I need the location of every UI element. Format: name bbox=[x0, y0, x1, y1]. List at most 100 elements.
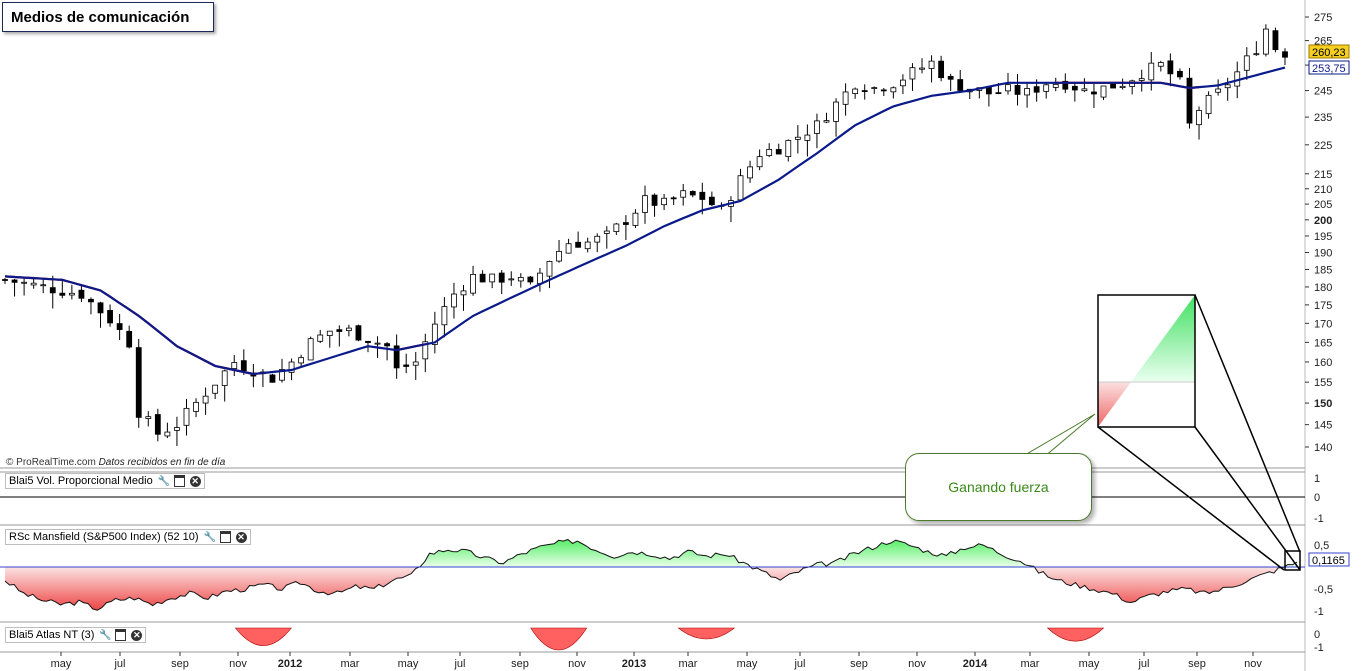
candle-body bbox=[355, 325, 362, 341]
time-tick-label: sep bbox=[850, 658, 868, 670]
panel-label-rsc[interactable]: RSc Mansfield (S&P500 Index) (52 10) 🔧 ✕ bbox=[5, 529, 251, 545]
candle-body bbox=[1272, 30, 1279, 51]
window-icon[interactable] bbox=[219, 531, 231, 543]
wrench-icon[interactable]: 🔧 bbox=[99, 629, 112, 641]
atlas-nt-area bbox=[234, 627, 1105, 651]
time-tick-label: jul bbox=[1137, 658, 1149, 670]
candle-body bbox=[374, 342, 381, 345]
candle-body bbox=[126, 330, 133, 348]
candle-body bbox=[317, 334, 324, 342]
candle-body bbox=[575, 241, 582, 248]
price-tick-label: 210 bbox=[1314, 184, 1332, 196]
price-tick-label: 205 bbox=[1314, 199, 1332, 211]
atlas-burst bbox=[677, 627, 736, 640]
candle-body bbox=[661, 197, 668, 206]
candle-body bbox=[833, 101, 839, 122]
window-icon[interactable] bbox=[115, 629, 127, 641]
candle-body bbox=[1282, 51, 1288, 58]
candle-body bbox=[1024, 88, 1030, 96]
candle-body bbox=[1100, 85, 1107, 98]
candle-body bbox=[135, 347, 142, 418]
candle-body bbox=[938, 60, 945, 79]
wrench-icon[interactable]: 🔧 bbox=[157, 475, 171, 487]
candle-body bbox=[546, 260, 553, 277]
candle-body bbox=[747, 166, 753, 179]
candle-body bbox=[871, 87, 878, 90]
candle-body bbox=[1043, 84, 1050, 92]
candle-body bbox=[479, 273, 486, 283]
close-icon[interactable]: ✕ bbox=[235, 531, 247, 543]
candle-body bbox=[1033, 86, 1040, 93]
close-icon[interactable]: ✕ bbox=[189, 475, 201, 487]
panel-vol-name: Blai5 Vol. Proporcional Medio bbox=[9, 475, 153, 487]
zoom-connector bbox=[1097, 426, 1285, 571]
time-tick-label: may bbox=[398, 658, 419, 670]
copyright-data-note: Datos recibidos en fin de día bbox=[98, 457, 226, 468]
rsc-value-label: 0,1165 bbox=[1312, 555, 1345, 567]
wrench-icon[interactable]: 🔧 bbox=[203, 531, 216, 543]
candle-body bbox=[680, 190, 687, 198]
atlas-burst bbox=[234, 627, 293, 646]
price-tick-label: 145 bbox=[1314, 420, 1332, 432]
zoom-negative-fill bbox=[1098, 382, 1131, 427]
price-tick-label: 150 bbox=[1314, 398, 1332, 410]
candle-body bbox=[1224, 84, 1231, 89]
candle-body bbox=[1119, 85, 1126, 88]
price-tick-label: 165 bbox=[1314, 337, 1332, 349]
candle-body bbox=[527, 276, 534, 283]
zoom-annotation bbox=[1023, 294, 1301, 571]
candle-body bbox=[880, 89, 887, 92]
candle-body bbox=[1177, 70, 1183, 78]
candle-body bbox=[11, 279, 18, 283]
candle-body bbox=[642, 195, 648, 213]
candle-body bbox=[1081, 88, 1088, 92]
candle-body bbox=[823, 120, 830, 123]
candle-body bbox=[1014, 84, 1021, 95]
rsc-mansfield-area bbox=[0, 538, 1305, 611]
candle-body bbox=[498, 272, 505, 283]
time-tick-label: may bbox=[51, 658, 72, 670]
window-icon[interactable] bbox=[173, 475, 185, 487]
time-tick-label: sep bbox=[171, 658, 189, 670]
moving-average-line bbox=[4, 66, 1286, 376]
candle-body bbox=[298, 357, 305, 364]
time-tick-label: may bbox=[1079, 658, 1100, 670]
candle-body bbox=[470, 273, 476, 294]
candle-body bbox=[59, 292, 66, 296]
time-tick-label: nov bbox=[229, 658, 247, 670]
price-tick-label: 170 bbox=[1314, 318, 1332, 330]
candle-body bbox=[651, 194, 658, 206]
candle-body bbox=[1243, 55, 1250, 71]
panel-label-vol[interactable]: Blai5 Vol. Proporcional Medio 🔧 ✕ bbox=[5, 473, 205, 489]
candle-body bbox=[556, 250, 562, 262]
zoom-source-box bbox=[1284, 550, 1301, 571]
panel-label-atlas[interactable]: Blai5 Atlas NT (3) 🔧 ✕ bbox=[5, 627, 147, 643]
candle-body bbox=[537, 272, 543, 284]
candle-body bbox=[422, 341, 429, 360]
rsc-line bbox=[4, 538, 1298, 611]
time-tick-label: nov bbox=[1244, 658, 1262, 670]
price-tick-label: 160 bbox=[1314, 357, 1332, 369]
candle-body bbox=[1091, 91, 1097, 95]
close-icon[interactable]: ✕ bbox=[131, 629, 143, 641]
price-tick-label: 195 bbox=[1314, 231, 1332, 243]
candle-body bbox=[212, 384, 219, 394]
candle-body bbox=[708, 196, 715, 206]
candle-body bbox=[78, 289, 85, 299]
time-tick-label: jul bbox=[453, 658, 465, 670]
time-tick-label: nov bbox=[908, 658, 926, 670]
rsc-tick-label: -1 bbox=[1314, 606, 1324, 618]
candle-body bbox=[517, 277, 524, 282]
rsc-positive-fill bbox=[5, 539, 1297, 567]
time-tick-label: may bbox=[737, 658, 758, 670]
candle-body bbox=[288, 361, 295, 373]
atlas-burst bbox=[530, 627, 588, 651]
candle-body bbox=[145, 416, 152, 419]
candle-body bbox=[221, 370, 228, 386]
candle-body bbox=[1167, 60, 1174, 75]
candle-body bbox=[594, 235, 601, 243]
vol-tick-label: 1 bbox=[1314, 473, 1320, 485]
candle-body bbox=[30, 282, 37, 286]
rsc-value-tag bbox=[1308, 552, 1350, 567]
